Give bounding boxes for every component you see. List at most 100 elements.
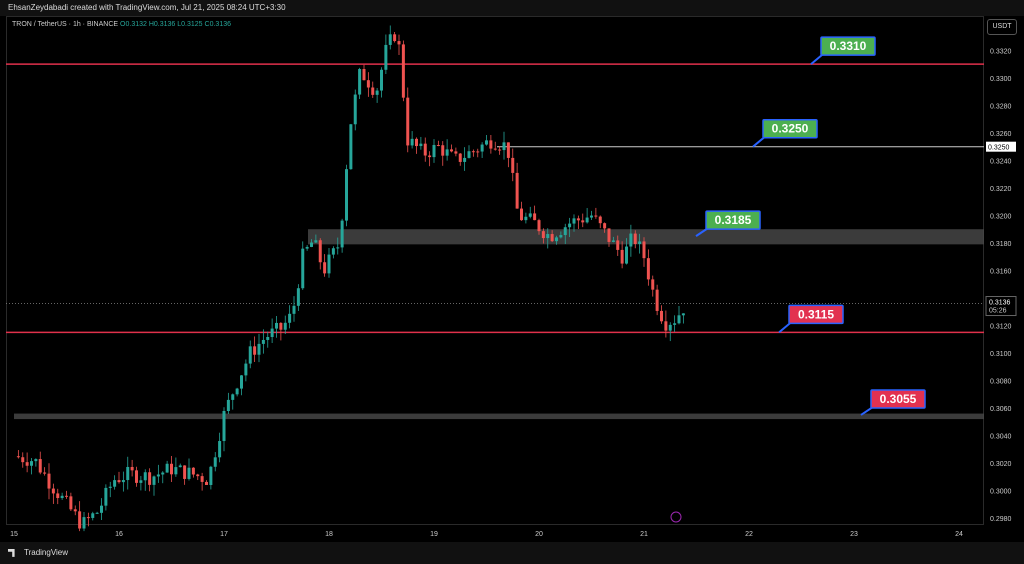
x-tick-label: 21 <box>640 531 648 538</box>
candle-body <box>594 215 598 217</box>
candle-body <box>148 472 152 485</box>
candle-body <box>91 513 95 518</box>
candle-body <box>393 34 397 42</box>
candle-body <box>336 247 340 249</box>
attribution-text: EhsanZeydabadi created with TradingView.… <box>8 3 286 12</box>
candle-body <box>345 169 348 221</box>
candle-body <box>178 465 182 468</box>
candle-body <box>502 142 506 151</box>
candle-body <box>559 235 563 238</box>
candle-body <box>668 324 672 331</box>
candle-body <box>415 138 418 147</box>
candle-body <box>471 151 475 153</box>
last-price-text: 0.3136 <box>989 300 1011 307</box>
candle-body <box>498 149 502 151</box>
symbol-legend: TRON / TetherUS · 1h · BINANCE O0.3132 H… <box>12 21 231 28</box>
candle-body <box>550 234 554 242</box>
candle-body <box>51 488 55 494</box>
candle-body <box>441 145 445 156</box>
y-tick-label: 0.2980 <box>990 516 1012 523</box>
zone-rect <box>14 413 984 420</box>
candle-body <box>126 466 130 481</box>
candle-body <box>156 474 160 477</box>
candle-body <box>139 480 143 483</box>
candle-body <box>165 463 169 473</box>
x-tick-label: 23 <box>850 531 858 538</box>
candle-body <box>73 509 77 512</box>
candle-body <box>576 218 580 221</box>
currency-button[interactable]: USDT <box>987 19 1017 35</box>
y-tick-label: 0.3280 <box>990 103 1012 110</box>
candle-body <box>248 346 252 364</box>
level-label-box <box>705 210 761 230</box>
candle-body <box>69 496 73 510</box>
y-tick-label: 0.3120 <box>990 324 1012 331</box>
candle-body <box>401 44 405 98</box>
candle-body <box>152 476 156 485</box>
x-tick-label: 22 <box>745 531 753 538</box>
y-tick-label: 0.3200 <box>990 213 1012 220</box>
candle-body <box>476 151 480 153</box>
candle-body <box>520 208 523 221</box>
footer-bar <box>0 542 1024 564</box>
candle-body <box>82 517 86 529</box>
close-value: C0.3136 <box>204 21 231 28</box>
chart-area[interactable] <box>6 16 984 525</box>
candle-body <box>423 143 427 156</box>
y-tick-label: 0.3000 <box>990 489 1012 496</box>
y-tick-label: 0.3260 <box>990 131 1012 138</box>
zone-rect <box>308 229 984 245</box>
tradingview-logo: TradingView <box>8 548 68 557</box>
candle-body <box>213 457 217 467</box>
candle-body <box>572 218 576 224</box>
low-value: L0.3125 <box>177 21 203 28</box>
candle-body <box>563 227 567 236</box>
y-tick-label: 0.3300 <box>990 76 1012 83</box>
y-tick-label: 0.3020 <box>990 461 1012 468</box>
candle-body <box>489 140 493 149</box>
candle-body <box>375 90 379 95</box>
candle-body <box>638 241 642 245</box>
x-tick-label: 15 <box>10 531 18 538</box>
brand-text: TradingView <box>24 548 69 557</box>
candle-body <box>331 248 335 255</box>
y-tick-label: 0.3040 <box>990 434 1012 441</box>
candle-body <box>95 512 99 514</box>
candle-body <box>598 216 602 224</box>
candle-body <box>16 456 20 458</box>
open-value: O0.3132 <box>120 21 147 28</box>
level-label-text: 0.3185 <box>715 213 752 227</box>
candle-body <box>240 375 243 389</box>
candle-body <box>555 237 558 242</box>
candle-body <box>366 80 370 88</box>
candle-body <box>113 480 117 487</box>
candle-body <box>388 34 392 45</box>
candle-body <box>515 172 519 209</box>
candle-body <box>270 328 274 338</box>
candle-body <box>620 249 624 264</box>
y-tick-label: 0.3320 <box>990 48 1012 55</box>
candle-body <box>21 457 25 463</box>
candle-body <box>253 346 257 355</box>
candle-body <box>244 363 248 376</box>
candle-body <box>436 144 440 146</box>
candle-body <box>629 233 633 247</box>
candle-body <box>651 279 655 290</box>
candle-body <box>450 149 453 152</box>
candle-body <box>660 310 663 322</box>
attribution-bar: EhsanZeydabadi created with TradingView.… <box>0 0 1024 16</box>
candle-body <box>314 240 318 243</box>
candle-body <box>183 465 187 479</box>
candle-body <box>121 480 125 483</box>
candle-body <box>86 517 90 519</box>
x-tick-label: 17 <box>220 531 228 538</box>
candle-body <box>349 124 353 170</box>
price-tag-text: 0.3250 <box>988 145 1010 152</box>
candle-body <box>458 153 462 162</box>
candle-body <box>607 228 611 242</box>
candle-body <box>43 472 47 474</box>
label-pointer <box>778 321 792 334</box>
candle-body <box>100 505 103 513</box>
candle-body <box>78 511 82 529</box>
